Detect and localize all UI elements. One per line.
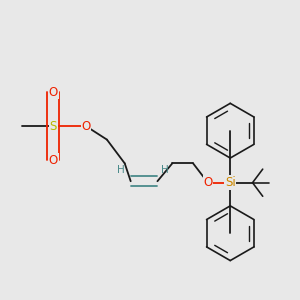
Text: S: S <box>50 120 57 133</box>
Text: O: O <box>49 85 58 98</box>
Text: O: O <box>49 154 58 167</box>
Text: O: O <box>203 176 213 189</box>
Text: H: H <box>117 165 125 175</box>
Text: H: H <box>161 165 169 175</box>
Text: Si: Si <box>225 176 236 189</box>
Text: O: O <box>82 120 91 133</box>
